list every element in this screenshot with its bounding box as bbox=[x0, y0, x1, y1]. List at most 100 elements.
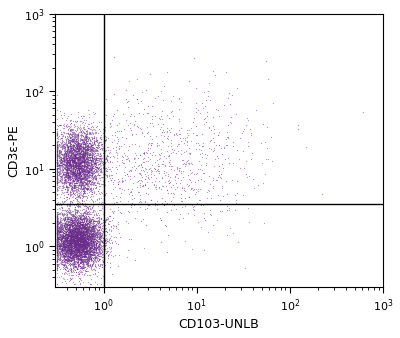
Point bbox=[67, 237, 73, 242]
Point bbox=[81, 144, 87, 150]
Point bbox=[91, 244, 98, 249]
Point bbox=[81, 141, 88, 147]
Point bbox=[74, 137, 81, 143]
Point bbox=[54, 281, 60, 287]
Point bbox=[140, 159, 147, 164]
Point bbox=[79, 157, 85, 162]
Point bbox=[75, 229, 82, 234]
Point bbox=[82, 245, 88, 251]
Point bbox=[57, 178, 63, 183]
Point bbox=[73, 234, 79, 239]
Point bbox=[54, 146, 60, 151]
Point bbox=[80, 134, 86, 139]
Point bbox=[71, 219, 77, 224]
Point bbox=[91, 138, 97, 143]
Point bbox=[78, 269, 84, 274]
Point bbox=[82, 154, 88, 160]
Point bbox=[65, 234, 71, 239]
Point bbox=[168, 150, 174, 155]
Point bbox=[62, 242, 69, 248]
Point bbox=[92, 218, 99, 223]
Point bbox=[87, 222, 94, 228]
Point bbox=[66, 156, 72, 161]
Point bbox=[99, 251, 106, 257]
Point bbox=[156, 156, 162, 161]
Point bbox=[74, 231, 80, 237]
Point bbox=[78, 228, 84, 234]
Point bbox=[86, 256, 92, 261]
Point bbox=[74, 137, 80, 142]
Point bbox=[76, 156, 83, 161]
Point bbox=[71, 158, 78, 163]
Point bbox=[66, 241, 72, 246]
Point bbox=[78, 265, 85, 270]
Point bbox=[142, 181, 148, 187]
Point bbox=[94, 249, 101, 255]
Point bbox=[54, 214, 60, 219]
Point bbox=[81, 179, 88, 184]
Point bbox=[54, 153, 60, 159]
Point bbox=[88, 229, 94, 235]
Point bbox=[75, 221, 82, 227]
Point bbox=[78, 241, 84, 247]
Point bbox=[62, 144, 68, 149]
Point bbox=[66, 219, 72, 225]
Point bbox=[62, 225, 69, 230]
Point bbox=[96, 246, 103, 252]
Point bbox=[74, 246, 80, 252]
Point bbox=[54, 239, 60, 245]
Point bbox=[75, 238, 81, 243]
Point bbox=[62, 160, 69, 165]
Point bbox=[81, 242, 87, 247]
Point bbox=[67, 237, 73, 243]
Point bbox=[72, 264, 78, 269]
Point bbox=[64, 232, 70, 238]
Point bbox=[90, 255, 96, 261]
Point bbox=[81, 158, 88, 163]
Point bbox=[77, 231, 83, 237]
Point bbox=[74, 161, 81, 166]
Point bbox=[87, 231, 93, 236]
Point bbox=[63, 247, 70, 252]
Point bbox=[82, 214, 88, 219]
Point bbox=[83, 229, 90, 235]
Point bbox=[68, 170, 75, 175]
Point bbox=[148, 197, 154, 203]
Point bbox=[82, 226, 88, 232]
Point bbox=[68, 135, 74, 140]
Point bbox=[64, 218, 70, 224]
Point bbox=[64, 165, 70, 171]
Point bbox=[54, 222, 60, 228]
Point bbox=[70, 234, 76, 239]
Point bbox=[64, 178, 70, 184]
Point bbox=[74, 241, 81, 246]
Point bbox=[68, 219, 75, 224]
Point bbox=[87, 228, 93, 234]
Point bbox=[68, 234, 74, 239]
Point bbox=[80, 238, 87, 243]
Point bbox=[54, 159, 60, 165]
Point bbox=[94, 238, 101, 243]
Point bbox=[72, 170, 79, 176]
Point bbox=[81, 156, 87, 161]
Point bbox=[76, 244, 82, 249]
Point bbox=[80, 220, 86, 225]
Point bbox=[79, 259, 85, 265]
Point bbox=[90, 239, 96, 244]
Point bbox=[58, 174, 65, 179]
Point bbox=[217, 175, 224, 180]
Point bbox=[91, 148, 97, 154]
Point bbox=[83, 224, 90, 230]
Point bbox=[85, 251, 92, 257]
Point bbox=[82, 243, 88, 248]
Point bbox=[100, 165, 107, 170]
Point bbox=[82, 226, 89, 231]
Point bbox=[68, 138, 74, 143]
Point bbox=[88, 231, 94, 237]
Point bbox=[66, 216, 73, 221]
Point bbox=[74, 178, 80, 183]
Point bbox=[84, 257, 90, 262]
Point bbox=[66, 160, 72, 165]
Point bbox=[54, 246, 60, 252]
Point bbox=[68, 219, 74, 224]
